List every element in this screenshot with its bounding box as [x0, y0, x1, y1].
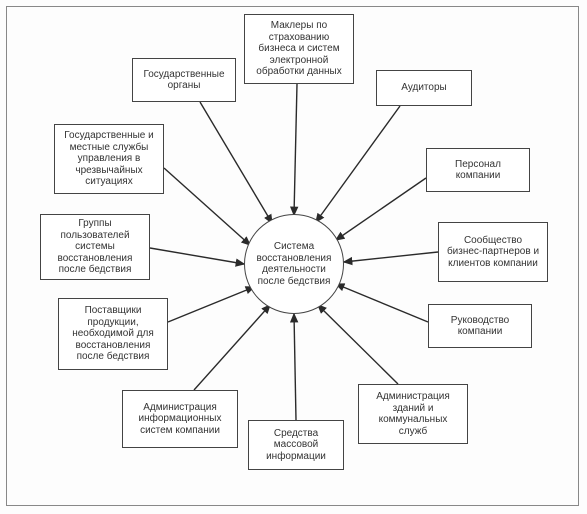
- node-box: Средства массовой информации: [248, 420, 344, 470]
- node-box: Аудиторы: [376, 70, 472, 106]
- center-label: Система восстановления деятельности посл…: [251, 241, 337, 287]
- node-label: Государственные и местные службы управле…: [61, 130, 157, 188]
- node-box: Поставщики продукции, необходимой для во…: [58, 298, 168, 370]
- node-box: Администрация зданий и коммунальных служ…: [358, 384, 468, 444]
- node-box: Сообщество бизнес-партнеров и клиентов к…: [438, 222, 548, 282]
- node-label: Средства массовой информации: [255, 428, 337, 463]
- node-label: Администрация зданий и коммунальных служ…: [365, 391, 461, 437]
- node-label: Сообщество бизнес-партнеров и клиентов к…: [445, 235, 541, 270]
- node-label: Государственные органы: [139, 69, 229, 92]
- node-box: Администрация информационных систем комп…: [122, 390, 238, 448]
- center-node: Система восстановления деятельности посл…: [244, 214, 344, 314]
- node-box: Государственные органы: [132, 58, 236, 102]
- node-box: Персонал компании: [426, 148, 530, 192]
- node-label: Администрация информационных систем комп…: [129, 402, 231, 437]
- node-box: Маклеры по страхованию бизнеса и систем …: [244, 14, 354, 84]
- node-box: Группы пользователей системы восстановле…: [40, 214, 150, 280]
- node-label: Поставщики продукции, необходимой для во…: [65, 305, 161, 363]
- node-label: Аудиторы: [401, 82, 446, 94]
- node-box: Государственные и местные службы управле…: [54, 124, 164, 194]
- node-label: Руководство компании: [435, 315, 525, 338]
- node-label: Группы пользователей системы восстановле…: [47, 218, 143, 276]
- node-label: Маклеры по страхованию бизнеса и систем …: [251, 20, 347, 78]
- node-label: Персонал компании: [433, 159, 523, 182]
- node-box: Руководство компании: [428, 304, 532, 348]
